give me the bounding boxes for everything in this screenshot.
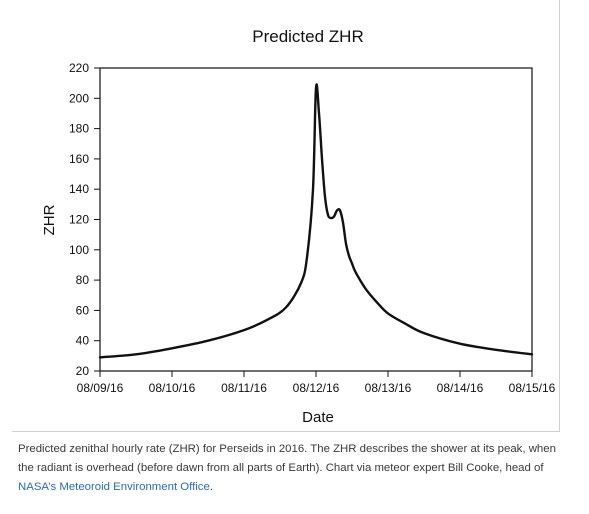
x-tick-label: 08/15/16	[509, 381, 556, 395]
meteoroid-office-link[interactable]: NASA’s Meteoroid Environment Office	[18, 481, 210, 493]
x-tick-label: 08/10/16	[149, 381, 196, 395]
zhr-line-chart: Predicted ZHR 20 40 60 80 100 120 140 160 180 200…	[41, 27, 556, 426]
caption-text: Predicted zenithal hourly rate (ZHR) for…	[18, 443, 556, 474]
y-tick-label: 180	[69, 122, 89, 136]
zhr-series-line	[98, 83, 534, 359]
y-tick-label: 160	[69, 152, 89, 166]
x-tick-label: 08/12/16	[293, 381, 340, 395]
y-tick-label: 40	[76, 334, 90, 348]
y-tick-label: 120	[69, 213, 89, 227]
y-axis-label: ZHR	[41, 204, 58, 235]
y-tick-label: 60	[76, 303, 90, 317]
chart-panel: Predicted ZHR 20 40 60 80 100 120 140 160 180 200…	[12, 0, 560, 432]
figure-caption: Predicted zenithal hourly rate (ZHR) for…	[18, 440, 558, 497]
y-tick-label: 140	[69, 182, 89, 196]
y-tick-label: 100	[69, 243, 89, 257]
x-tick-label: 08/11/16	[221, 381, 267, 395]
x-axis-label: Date	[302, 409, 334, 426]
x-axis: 08/09/16 08/10/16 08/11/16 08/12/16 08/13/16…	[77, 371, 556, 395]
caption-end: .	[209, 481, 213, 493]
x-tick-label: 08/14/16	[437, 381, 484, 395]
y-axis: 20 40 60 80 100 120 140 160 180 200 220	[69, 61, 100, 378]
y-tick-label: 20	[76, 364, 90, 378]
y-tick-label: 220	[69, 61, 89, 75]
chart-title: Predicted ZHR	[252, 27, 363, 46]
x-tick-label: 08/09/16	[77, 381, 124, 395]
y-tick-label: 200	[69, 91, 89, 105]
y-tick-label: 80	[76, 273, 90, 287]
x-tick-label: 08/13/16	[365, 381, 412, 395]
